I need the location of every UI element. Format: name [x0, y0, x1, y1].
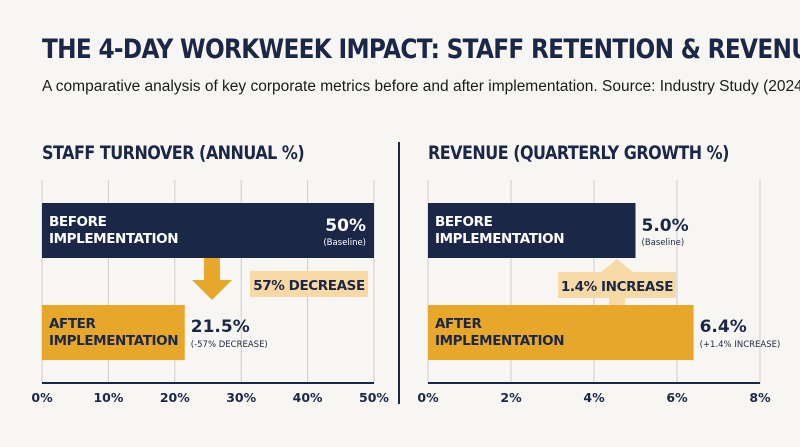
data-label-note: (-57% DECREASE)	[191, 340, 268, 350]
panel-divider	[398, 142, 400, 404]
data-label: 6.4%	[700, 317, 747, 337]
x-tick-label: 50%	[359, 390, 389, 405]
bar-category-label: AFTER	[49, 316, 97, 332]
x-tick-label: 0%	[417, 390, 439, 405]
x-tick-label: 2%	[500, 390, 522, 405]
x-tick-label: 30%	[226, 390, 256, 405]
callout-box	[558, 272, 676, 298]
bar-after	[42, 305, 185, 360]
bar-category-label: BEFORE	[435, 214, 493, 230]
bar-before	[428, 203, 636, 258]
turnover-chart-title: STAFF TURNOVER (ANNUAL %)	[42, 142, 305, 164]
x-tick-label: 4%	[583, 390, 605, 405]
revenue-chart-title: REVENUE (QUARTERLY GROWTH %)	[428, 142, 729, 164]
data-label-note: (Baseline)	[323, 238, 366, 248]
bar-category-label: IMPLEMENTATION	[435, 333, 564, 349]
bar-category-label: IMPLEMENTATION	[435, 231, 564, 247]
data-label: 50%	[325, 216, 366, 236]
data-label-note: (+1.4% INCREASE)	[700, 340, 781, 350]
bar-category-label: IMPLEMENTATION	[49, 231, 178, 247]
callout-text: 1.4% INCREASE	[561, 279, 673, 295]
data-label-note: (Baseline)	[642, 238, 685, 248]
x-tick-label: 10%	[93, 390, 123, 405]
arrow-down-icon	[192, 258, 232, 300]
bar-before	[42, 203, 374, 258]
x-tick-label: 6%	[666, 390, 688, 405]
x-tick-label: 0%	[31, 390, 53, 405]
bar-category-label: AFTER	[435, 316, 483, 332]
page-subtitle: A comparative analysis of key corporate …	[42, 78, 800, 95]
callout-text: 57% DECREASE	[253, 278, 365, 294]
x-tick-label: 40%	[293, 390, 323, 405]
page-title: THE 4-DAY WORKWEEK IMPACT: STAFF RETENTI…	[42, 34, 800, 65]
bar-category-label: IMPLEMENTATION	[49, 333, 178, 349]
x-tick-label: 20%	[160, 390, 190, 405]
callout-box	[250, 271, 368, 297]
data-label: 21.5%	[191, 317, 250, 337]
data-label: 5.0%	[642, 216, 689, 236]
bar-after	[428, 305, 694, 360]
x-tick-label: 8%	[749, 390, 771, 405]
bar-category-label: BEFORE	[49, 214, 107, 230]
